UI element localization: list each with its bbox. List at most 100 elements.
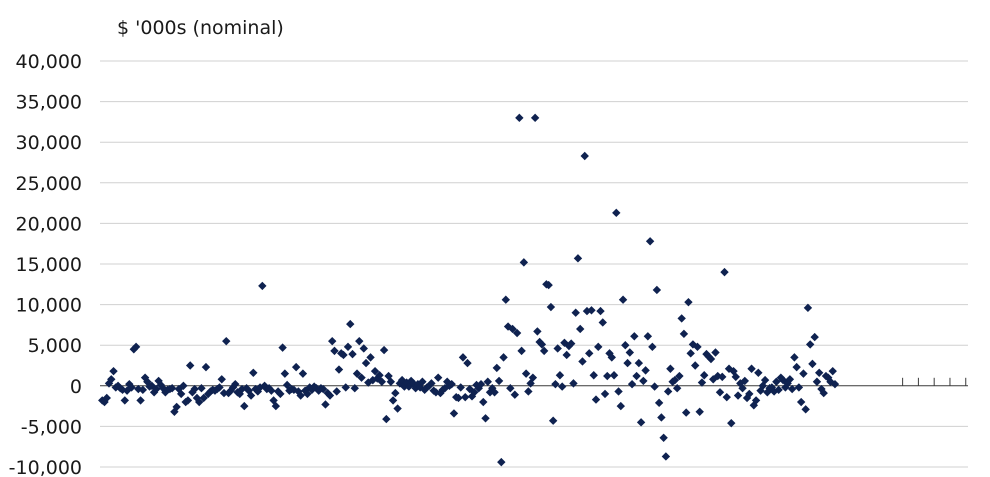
data-point	[433, 373, 443, 382]
data-point	[321, 400, 330, 409]
data-point	[702, 349, 711, 359]
y-axis-unit-label: $ '000s (nominal)	[117, 17, 284, 39]
data-point	[201, 362, 211, 372]
data-point	[650, 382, 659, 391]
data-point	[828, 366, 837, 376]
data-point	[815, 368, 824, 378]
data-point	[546, 302, 556, 312]
data-point	[258, 281, 267, 291]
data-point	[632, 371, 641, 381]
data-point	[343, 342, 353, 352]
data-point	[328, 336, 337, 346]
data-point	[691, 361, 700, 370]
data-point	[528, 373, 538, 382]
data-point	[625, 348, 635, 357]
data-point	[589, 371, 598, 380]
data-point	[645, 237, 655, 246]
data-point	[643, 332, 653, 341]
data-point	[609, 371, 619, 380]
data-point	[760, 375, 770, 385]
data-point	[551, 379, 560, 389]
data-point	[612, 208, 621, 218]
data-point	[519, 258, 529, 267]
data-point	[325, 391, 335, 400]
data-point	[382, 414, 391, 424]
data-point	[341, 383, 350, 392]
data-point	[140, 373, 150, 382]
data-point	[769, 387, 779, 396]
data-point	[722, 392, 731, 402]
data-point	[747, 364, 756, 373]
data-point	[530, 113, 540, 123]
data-point	[418, 377, 427, 386]
data-point	[616, 401, 625, 411]
data-point	[796, 397, 806, 407]
data-point	[179, 381, 188, 390]
data-point	[280, 369, 290, 378]
data-point	[817, 384, 826, 394]
data-point	[215, 383, 224, 392]
data-point	[600, 389, 610, 399]
data-point	[120, 396, 129, 405]
data-point	[183, 396, 193, 405]
data-point	[172, 402, 181, 412]
data-point	[352, 369, 362, 378]
data-point	[826, 377, 835, 386]
data-point	[217, 375, 226, 384]
data-point	[190, 384, 199, 394]
data-point	[799, 369, 808, 378]
data-point	[555, 371, 565, 380]
data-point	[670, 375, 680, 385]
data-point	[107, 375, 116, 384]
data-point	[185, 361, 195, 370]
data-point	[537, 340, 547, 349]
data-point	[571, 308, 580, 317]
data-point	[562, 350, 571, 360]
data-point	[630, 332, 639, 341]
data-point	[787, 384, 797, 394]
data-point	[366, 353, 375, 362]
data-point	[298, 369, 308, 378]
data-point	[508, 324, 517, 334]
y-tick-label: 10,000	[16, 295, 82, 317]
data-point	[143, 377, 152, 386]
y-tick-label: 40,000	[16, 51, 82, 73]
data-point	[361, 358, 371, 368]
data-point	[652, 285, 662, 295]
data-point	[456, 383, 465, 392]
y-tick-label: -5,000	[21, 416, 82, 438]
data-point	[591, 395, 601, 404]
data-point	[733, 391, 743, 400]
data-point	[332, 387, 341, 396]
y-tick-label: -10,000	[9, 457, 82, 477]
data-point	[663, 387, 673, 396]
data-point	[706, 354, 716, 364]
data-point	[573, 254, 583, 263]
data-point	[319, 384, 328, 394]
data-point	[246, 391, 256, 400]
data-point	[359, 344, 368, 353]
data-point	[774, 385, 783, 395]
data-point	[614, 387, 623, 396]
data-point	[391, 388, 400, 398]
data-point	[785, 375, 795, 384]
data-point	[681, 408, 691, 417]
data-point	[278, 343, 287, 352]
data-point	[249, 368, 258, 378]
data-point	[497, 457, 506, 467]
data-point	[377, 377, 387, 386]
data-point	[672, 384, 682, 393]
data-point	[176, 389, 186, 399]
data-points	[98, 113, 840, 467]
data-point	[587, 306, 596, 315]
data-point	[131, 342, 141, 352]
data-point	[711, 348, 720, 357]
data-point	[481, 414, 490, 423]
data-point	[605, 349, 614, 358]
data-point	[695, 407, 704, 416]
y-axis-tick-labels: 40,000 35,000 30,000 25,000 20,000 15,000 10,0…	[9, 51, 82, 477]
data-point	[697, 378, 707, 387]
data-point	[688, 340, 698, 349]
data-point	[388, 396, 398, 405]
